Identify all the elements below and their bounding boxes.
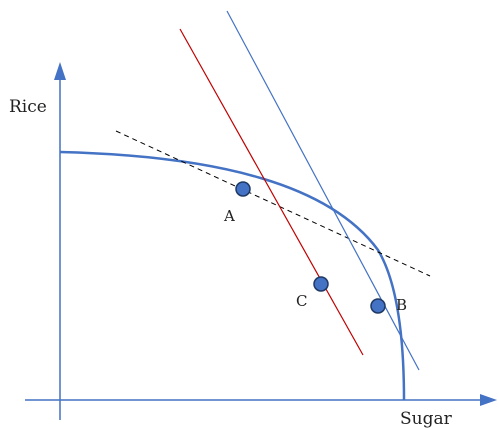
point-b-label: B	[396, 296, 407, 314]
point-c-label: C	[296, 292, 307, 310]
y-axis-label: Rice	[9, 97, 47, 117]
y-axis-arrow-icon	[54, 62, 66, 80]
point-a	[235, 181, 251, 197]
ppf-curve	[59, 150, 406, 401]
blue-line	[226, 10, 420, 371]
point-a-label: A	[223, 207, 235, 225]
point-b	[370, 298, 386, 314]
x-axis-label: Sugar	[400, 409, 453, 428]
point-c	[313, 276, 329, 292]
red-line	[179, 28, 364, 356]
x-axis-arrow-icon	[480, 394, 497, 406]
tangent-line	[115, 130, 431, 277]
